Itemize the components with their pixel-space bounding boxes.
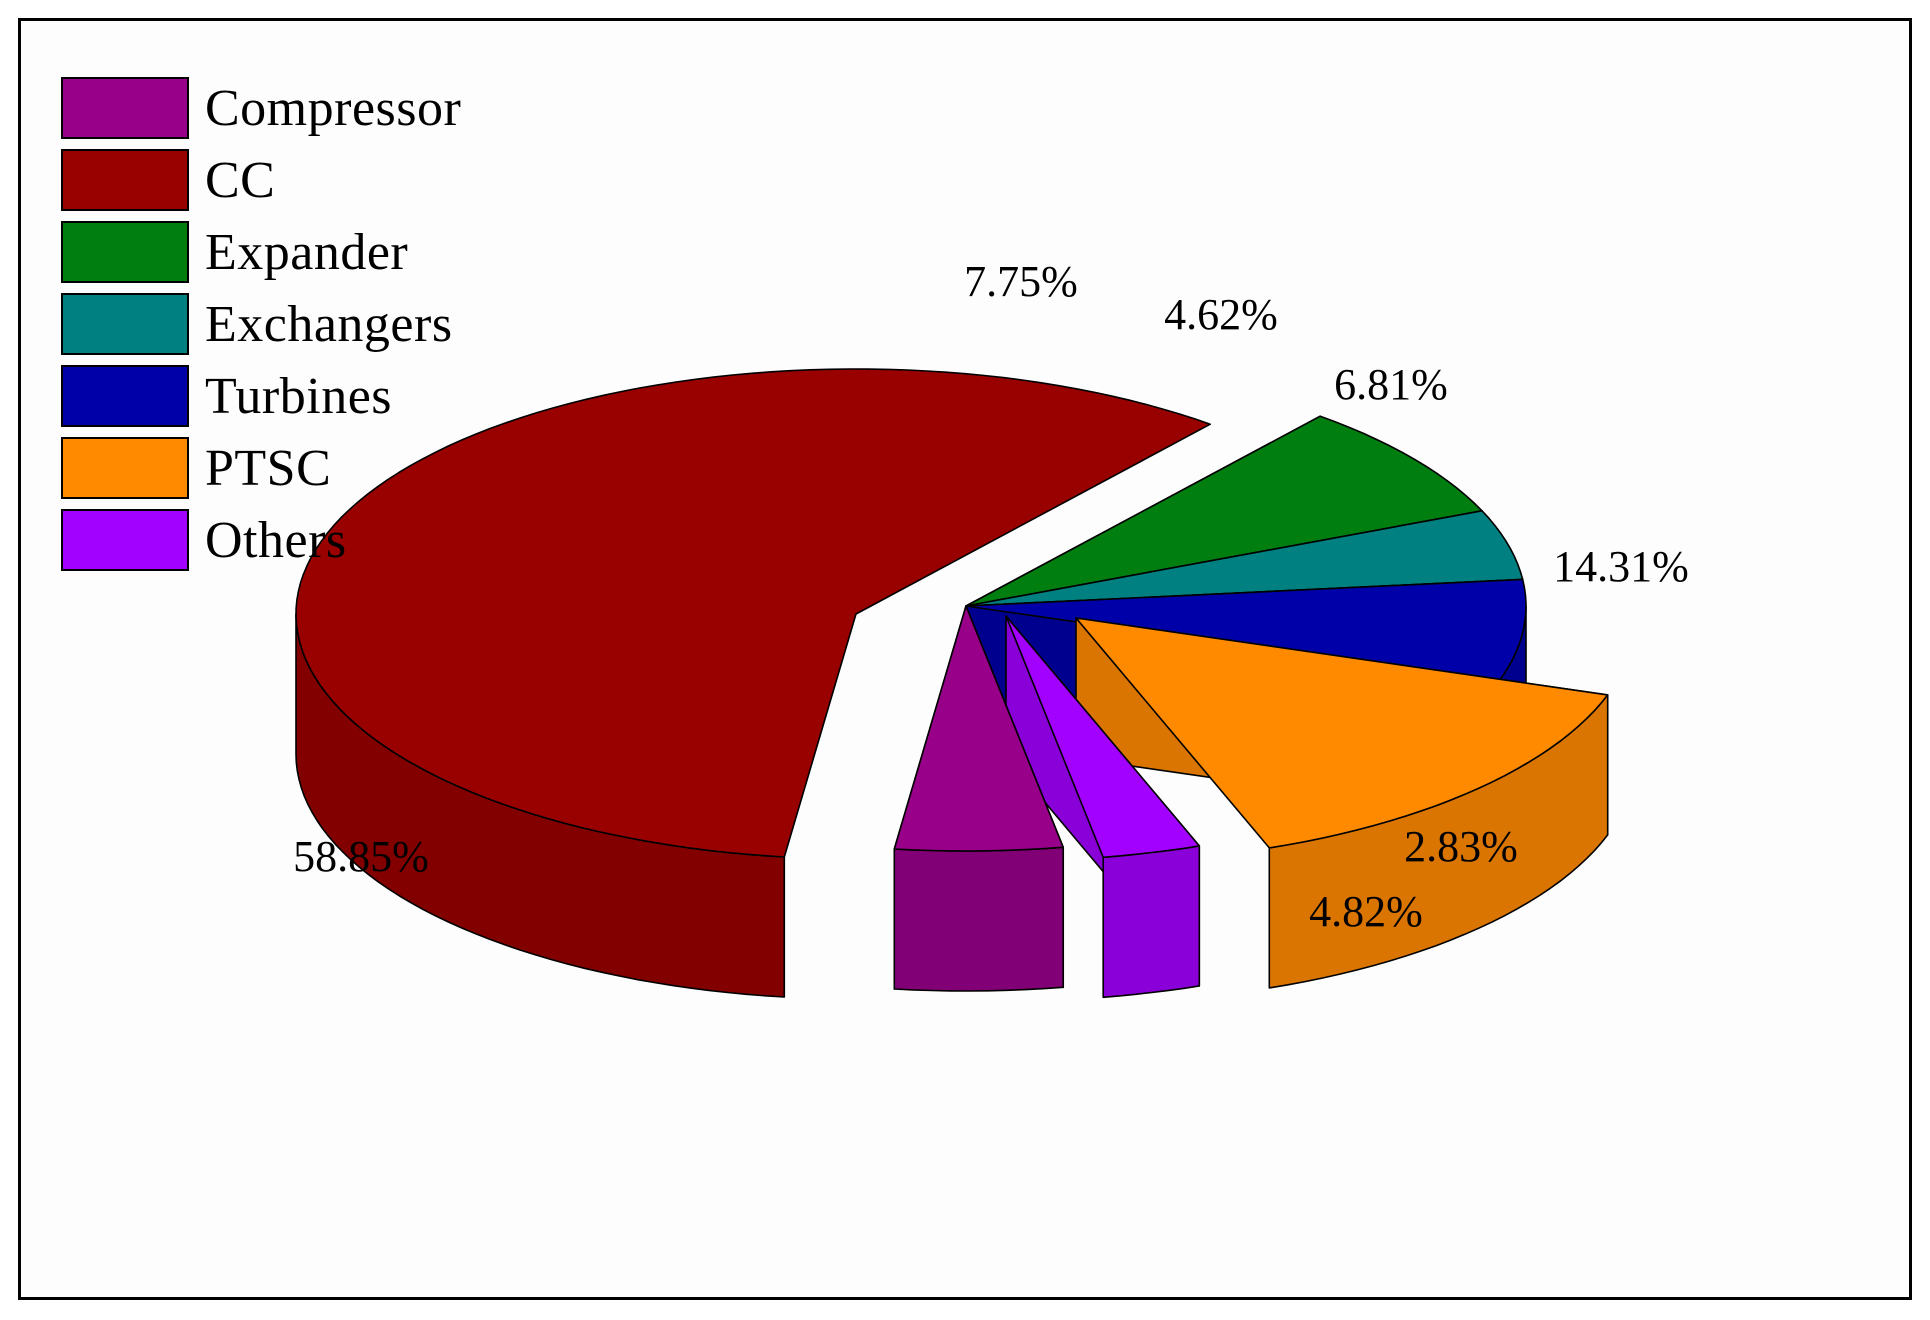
pie-slice-top-ptsc: [1075, 617, 1609, 849]
data-label-others: 2.83%: [1404, 822, 1518, 871]
pie-slice-top-compressor: [893, 605, 1064, 852]
pie-slice-ptsc: [1075, 617, 1609, 989]
data-label-expander: 7.75%: [964, 257, 1078, 306]
data-label-cc: 58.85%: [293, 832, 429, 881]
legend-swatch-turbines: [61, 365, 189, 427]
pie-slice-top-cc: [295, 368, 1211, 858]
legend-item-turbines: Turbines: [61, 365, 392, 427]
legend-swatch-compressor: [61, 77, 189, 139]
legend-label-others: Others: [205, 511, 347, 569]
pie-slice-others: [1005, 615, 1201, 999]
legend-swatch-others: [61, 509, 189, 571]
pie-slice-cc: [295, 368, 1211, 998]
data-label-ptsc: 14.31%: [1553, 542, 1689, 591]
legend-label-cc: CC: [205, 151, 276, 209]
legend-label-exchangers: Exchangers: [205, 295, 453, 353]
legend-swatch-expander: [61, 221, 189, 283]
pie-chart: 4.82% 58.85% 7.75% 4.62% 6.81% 14.31% 2.83%: [293, 257, 1689, 999]
chart-frame: 4.82% 58.85% 7.75% 4.62% 6.81% 14.31% 2.83% Co…: [18, 18, 1912, 1300]
legend-item-cc: CC: [61, 149, 275, 211]
pie-slice-top-expander: [965, 415, 1483, 607]
legend-label-ptsc: PTSC: [205, 439, 332, 497]
data-label-exchangers: 4.62%: [1164, 290, 1278, 339]
pie-slice-top-exchangers: [965, 510, 1524, 607]
legend-swatch-exchangers: [61, 293, 189, 355]
data-label-turbines: 6.81%: [1334, 360, 1448, 409]
legend-label-turbines: Turbines: [205, 367, 393, 425]
pie-slice-top-turbines: [965, 578, 1527, 684]
legend-item-others: Others: [61, 509, 347, 571]
legend-item-ptsc: PTSC: [61, 437, 331, 499]
legend-item-expander: Expander: [61, 221, 408, 283]
pie-slice-compressor: [893, 605, 1065, 992]
legend-label-compressor: Compressor: [205, 79, 462, 137]
pie-slice-rim-others: [1102, 845, 1201, 999]
legend-label-expander: Expander: [205, 223, 409, 281]
pie-slice-rim-compressor: [893, 846, 1064, 992]
legend-item-exchangers: Exchangers: [61, 293, 453, 355]
legend-swatch-cc: [61, 149, 189, 211]
pie-slice-top-others: [1005, 615, 1201, 859]
data-label-compressor: 4.82%: [1309, 887, 1423, 936]
legend-item-compressor: Compressor: [61, 77, 461, 139]
legend-swatch-ptsc: [61, 437, 189, 499]
